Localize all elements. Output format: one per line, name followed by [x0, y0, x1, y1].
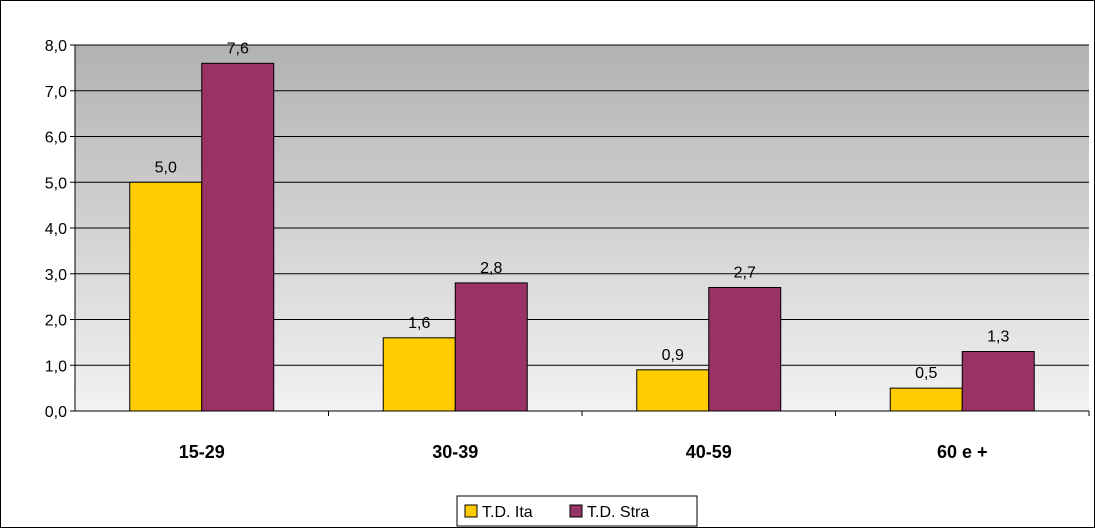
y-tick-label: 0,0 [45, 404, 67, 421]
legend-swatch [464, 504, 478, 518]
bar-ita [636, 369, 710, 412]
bar-stra [708, 286, 782, 412]
y-tick-label: 3,0 [45, 267, 67, 284]
legend-label: T.D. Stra [587, 504, 649, 521]
y-tick-label: 8,0 [45, 38, 67, 55]
legend: T.D. Ita T.D. Stra [456, 495, 698, 527]
data-labels: 5,0 7,6 1,6 2,8 0,9 2,7 0,5 1,3 [155, 40, 1010, 382]
y-tick-label: 5,0 [45, 175, 67, 192]
x-category-label: 30-39 [432, 442, 478, 462]
data-label: 5,0 [155, 159, 177, 176]
x-category-label: 60 e + [937, 442, 988, 462]
y-tick-label: 6,0 [45, 130, 67, 147]
bar-ita [889, 387, 963, 412]
x-axis-categories: 15-29 30-39 40-59 60 e + [179, 442, 988, 462]
bars [129, 62, 1035, 412]
y-tick-label: 4,0 [45, 221, 67, 238]
data-label: 7,6 [227, 40, 249, 57]
data-label: 2,8 [480, 260, 502, 277]
y-tick-label: 2,0 [45, 313, 67, 330]
data-label: 0,9 [662, 347, 684, 364]
data-label: 1,6 [408, 315, 430, 332]
y-tick-label: 7,0 [45, 84, 67, 101]
bar-ita [129, 181, 203, 412]
y-tick-label: 1,0 [45, 358, 67, 375]
legend-swatch [569, 504, 583, 518]
x-category-label: 15-29 [179, 442, 225, 462]
axes [70, 44, 1090, 416]
legend-label: T.D. Ita [482, 504, 533, 521]
bar-stra [454, 282, 528, 412]
y-axis-ticks: 0,0 1,0 2,0 3,0 4,0 5,0 6,0 7,0 8,0 [45, 38, 67, 421]
bar-ita [382, 337, 456, 412]
data-label: 2,7 [734, 264, 756, 281]
data-label: 1,3 [987, 329, 1009, 346]
data-label: 0,5 [915, 365, 937, 382]
bar-stra [961, 351, 1035, 412]
bar-stra [201, 62, 275, 412]
x-category-label: 40-59 [686, 442, 732, 462]
